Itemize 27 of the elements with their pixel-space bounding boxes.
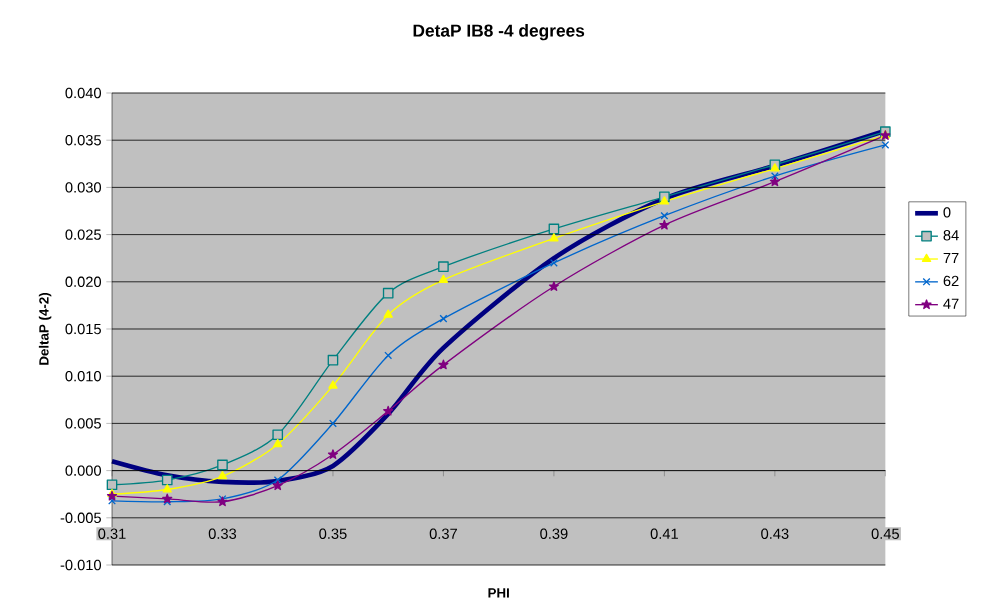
y-tick-label: -0.010 (60, 559, 102, 571)
x-axis-title: PHI (488, 588, 509, 598)
y-tick-label: 0.015 (65, 323, 101, 335)
y-tick-label: 0.010 (65, 371, 102, 382)
legend-label: 84 (943, 230, 959, 241)
y-tick-label: -0.005 (60, 512, 101, 523)
x-tick-label: 0.45 (871, 528, 899, 539)
y-tick-label: 0.035 (65, 135, 101, 146)
x-tick-label: 0.37 (429, 528, 457, 539)
y-tick-label: 0.005 (65, 418, 101, 429)
x-tick-label: 0.39 (540, 528, 568, 539)
y-tick-label: 0.040 (65, 87, 102, 99)
x-tick-label: 0.41 (650, 528, 678, 539)
legend-label: 47 (943, 298, 959, 309)
x-tick-label: 0.33 (208, 528, 237, 539)
y-tick-label: 0.025 (65, 229, 101, 240)
x-tick-label: 0.31 (98, 528, 126, 539)
chart-title: DetaP IB8 -4 degrees (413, 24, 585, 41)
legend-label: 62 (943, 275, 959, 287)
legend-label: 0 (943, 207, 951, 218)
x-tick-label: 0.43 (761, 528, 789, 539)
x-tick-label: 0.35 (319, 528, 347, 539)
legend-label: 77 (943, 252, 959, 264)
y-tick-label: 0.030 (65, 182, 102, 193)
y-tick-label: 0.020 (65, 276, 102, 287)
y-axis-title: DeltaP (4-2) (38, 293, 52, 365)
y-tick-label: 0.000 (65, 465, 102, 476)
